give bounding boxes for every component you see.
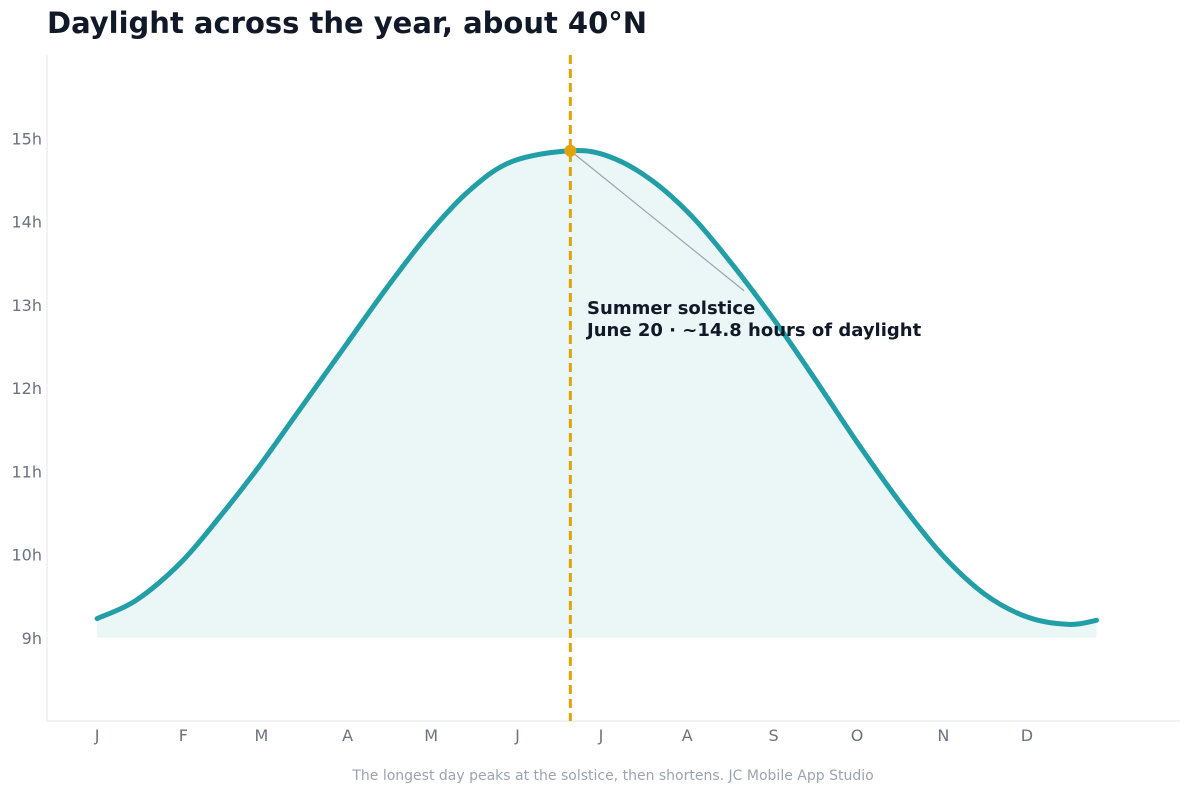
x-tick-label: M	[424, 726, 438, 745]
y-tick-label: 13h	[12, 296, 43, 315]
daylight-curve	[94, 148, 1099, 627]
x-tick-label: A	[682, 726, 693, 745]
x-tick-label: D	[1021, 726, 1033, 745]
y-tick-label: 12h	[12, 379, 43, 398]
x-tick-label: M	[254, 726, 268, 745]
y-tick-label: 10h	[12, 546, 43, 565]
solstice-peak-point	[564, 144, 577, 157]
y-tick-label: 11h	[12, 462, 43, 481]
y-tick-label: 9h	[22, 629, 42, 648]
x-tick-label: F	[179, 726, 188, 745]
y-tick-label: 14h	[12, 213, 43, 232]
y-tick-label: 15h	[12, 129, 43, 148]
y-tick-labels: 9h 10h 11h 12h 13h 14h 15h	[12, 129, 43, 648]
x-tick-label: N	[937, 726, 949, 745]
x-tick-label: J	[598, 726, 604, 745]
axes	[46, 55, 1180, 722]
chart-title: Daylight across the year, about 40°N	[47, 6, 648, 40]
x-tick-label: O	[851, 726, 864, 745]
annotation-leader-line	[569, 150, 745, 292]
annotation-detail: June 20 · ~14.8 hours of daylight	[585, 320, 922, 341]
chart-caption: The longest day peaks at the solstice, t…	[352, 768, 874, 784]
annotation-title: Summer solstice	[587, 298, 755, 319]
x-tick-label: S	[768, 726, 778, 745]
x-tick-label: J	[94, 726, 100, 745]
x-tick-label: A	[342, 726, 353, 745]
x-tick-label: J	[514, 726, 520, 745]
daylight-area-fill	[97, 150, 1097, 638]
